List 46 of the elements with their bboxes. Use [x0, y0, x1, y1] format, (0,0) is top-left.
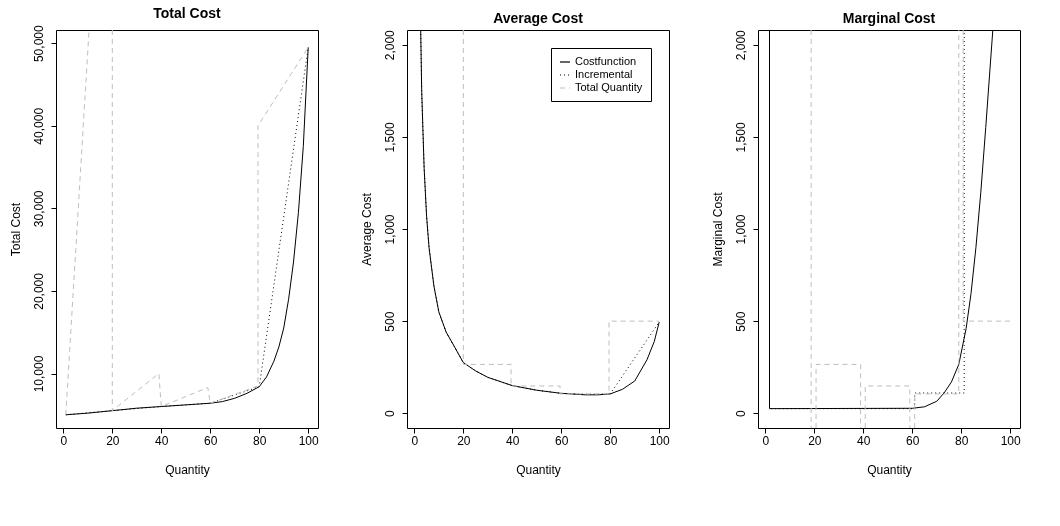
x-tick-label: 80	[253, 433, 267, 448]
x-tick-label: 40	[155, 433, 169, 448]
y-tick-label: 2,000	[733, 29, 748, 61]
x-axis-title: Quantity	[867, 462, 912, 477]
y-tick-label: 0	[733, 410, 748, 418]
x-tick-label: 0	[411, 433, 419, 448]
chart-title: Total Cost	[153, 4, 222, 21]
y-tick-label: 500	[733, 311, 748, 332]
x-tick-label: 20	[457, 433, 471, 448]
legend-label: Costfunction	[575, 55, 637, 67]
x-tick-label: 60	[906, 433, 920, 448]
y-tick-label: 20,000	[31, 272, 46, 310]
x-tick-label: 100	[1000, 433, 1022, 448]
x-axis-title: Quantity	[165, 462, 210, 477]
x-tick-label: 0	[60, 433, 68, 448]
legend-label: Total Quantity	[575, 81, 643, 93]
y-tick-label: 30,000	[31, 190, 46, 228]
x-tick-label: 0	[762, 433, 770, 448]
chart-title: Average Cost	[493, 9, 584, 26]
line-series	[462, 30, 660, 395]
y-tick-label: 50,000	[31, 25, 46, 63]
y-tick-label: 500	[382, 311, 397, 332]
x-tick-label: 80	[955, 433, 969, 448]
y-tick-label: 1,000	[733, 214, 748, 245]
chart-title: Marginal Cost	[842, 9, 936, 26]
x-tick-label: 100	[649, 433, 671, 448]
y-tick-label: 40,000	[31, 107, 46, 145]
legend-label: Incremental	[575, 68, 633, 80]
x-axis-title: Quantity	[516, 462, 561, 477]
y-tick-label: 1,000	[382, 214, 397, 245]
x-tick-label: 60	[204, 433, 218, 448]
x-tick-label: 20	[106, 433, 120, 448]
x-tick-label: 40	[857, 433, 871, 448]
y-tick-label: 10,000	[31, 355, 46, 393]
y-tick-label: 1,500	[382, 122, 397, 153]
y-tick-label: 0	[382, 410, 397, 418]
y-axis-title: Average Cost	[359, 192, 374, 266]
x-tick-label: 100	[298, 433, 320, 448]
x-tick-label: 80	[604, 433, 618, 448]
x-tick-label: 60	[555, 433, 569, 448]
y-axis-title: Total Cost	[8, 202, 23, 257]
x-tick-label: 20	[808, 433, 822, 448]
y-tick-label: 1,500	[733, 122, 748, 153]
y-tick-label: 2,000	[382, 29, 397, 61]
x-tick-label: 40	[506, 433, 520, 448]
y-axis-title: Marginal Cost	[710, 191, 725, 267]
